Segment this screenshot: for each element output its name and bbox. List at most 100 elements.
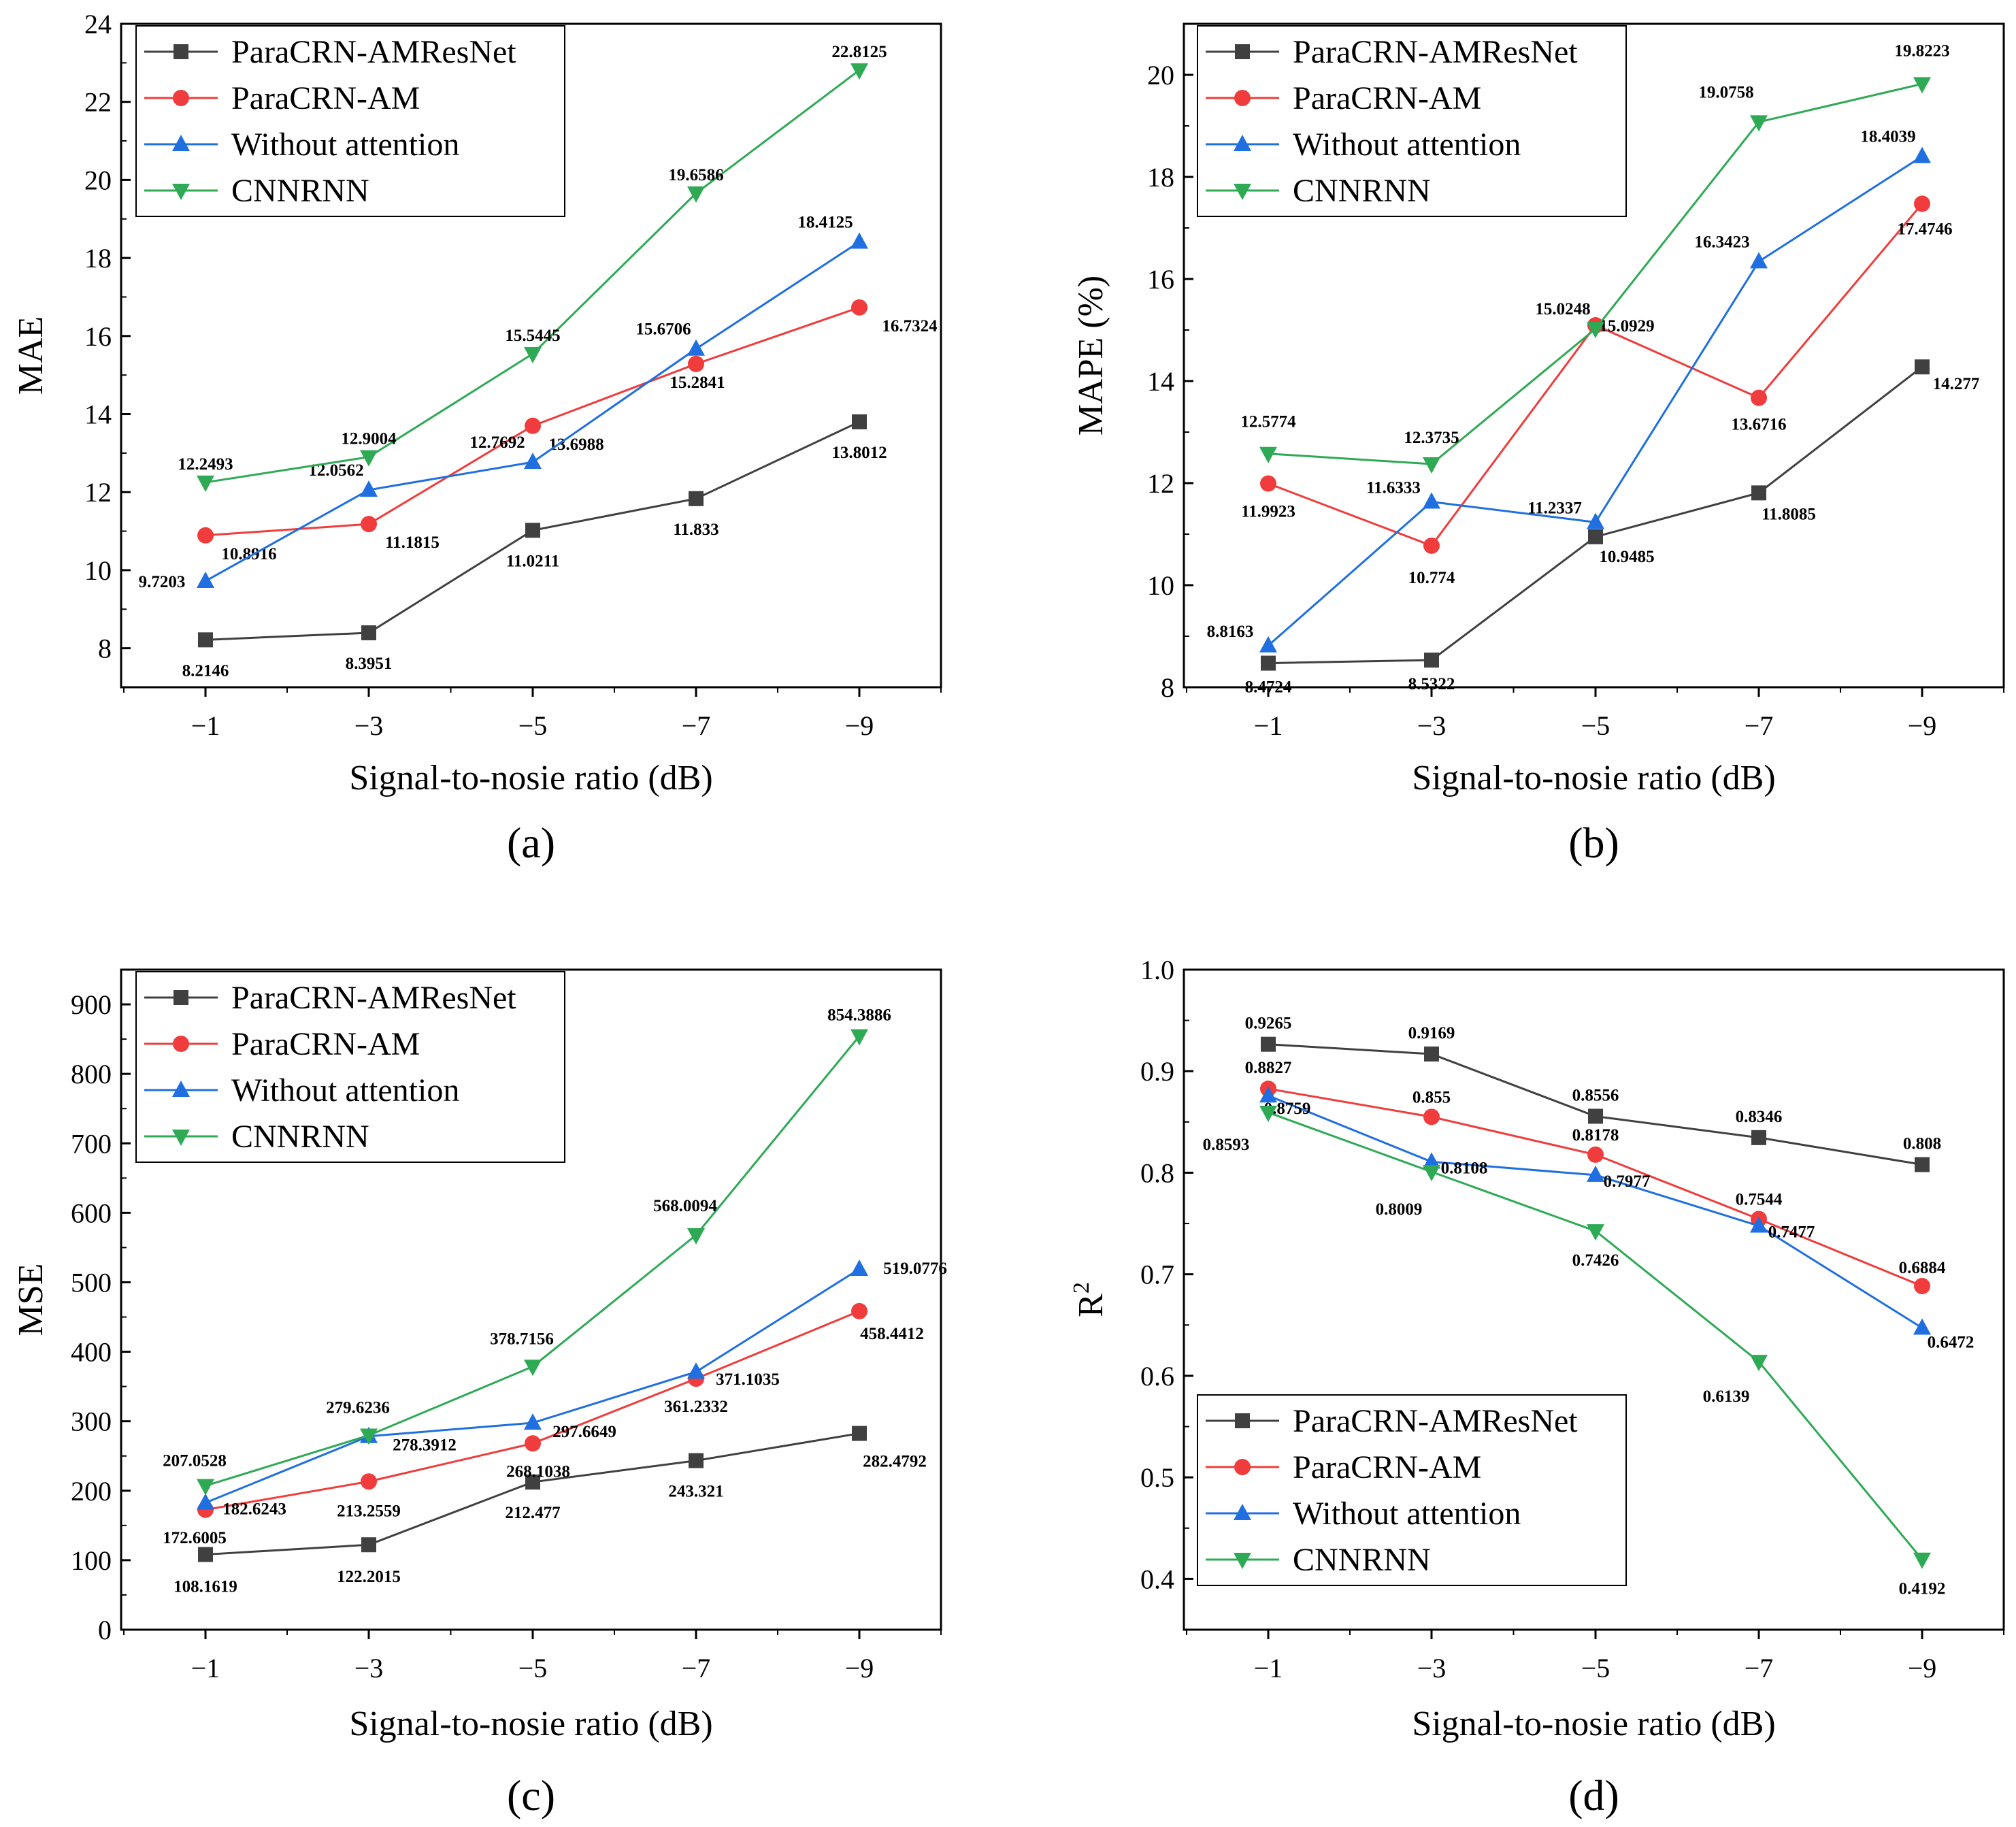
legend-swatch-marker <box>173 44 188 59</box>
legend-item-label: ParaCRN-AMResNet <box>1293 34 1578 70</box>
x-tick-label: −1 <box>1254 1653 1283 1683</box>
y-tick-label: 700 <box>71 1128 112 1159</box>
data-label: 0.7477 <box>1768 1223 1815 1242</box>
legend-item-label: ParaCRN-AM <box>1293 80 1481 116</box>
legend-item-label: ParaCRN-AM <box>231 1026 420 1062</box>
data-point <box>850 1029 868 1046</box>
data-point <box>687 1362 705 1379</box>
y-axis-title: MSE <box>12 1264 50 1336</box>
series-paracrn-amresnet: 8.2146 8.3951 11.0211 11.833 13.8012 <box>182 414 887 680</box>
legend-swatch-marker <box>1234 184 1251 200</box>
legend-item-label: ParaCRN-AM <box>1293 1449 1481 1485</box>
x-tick-label: −1 <box>191 1653 220 1683</box>
data-point <box>1423 457 1440 474</box>
legend-swatch-marker <box>1234 1459 1251 1475</box>
legend-item-label: Without attention <box>231 127 459 163</box>
data-point <box>1750 252 1768 269</box>
data-label: 212.477 <box>505 1504 560 1522</box>
data-label: 8.4724 <box>1245 678 1292 697</box>
data-label: 15.0929 <box>1599 317 1654 335</box>
data-label: 15.2841 <box>670 374 725 392</box>
data-label: 18.4039 <box>1860 128 1915 146</box>
y-tick-label: 12 <box>84 477 112 508</box>
y-tick-label: 0.7 <box>1140 1260 1174 1290</box>
data-point <box>687 1228 705 1245</box>
data-point <box>1913 146 1931 163</box>
data-point <box>525 523 540 538</box>
data-label: 15.6706 <box>635 320 691 339</box>
data-point <box>689 1453 704 1468</box>
y-tick-label: 8 <box>1161 672 1174 703</box>
y-tick-label: 22 <box>84 87 112 118</box>
legend-swatch-marker <box>172 1130 190 1146</box>
data-point <box>1259 636 1277 653</box>
y-tick-label: 8 <box>98 633 112 664</box>
legend-swatch-marker <box>173 1036 189 1052</box>
data-point <box>1423 1165 1440 1182</box>
data-label: 9.7203 <box>139 573 186 591</box>
chart-panel-3: 0 100 200 300 400 500 600 700 800 900 −1 −3 −5 −7 −9 Si… <box>12 968 947 1820</box>
data-point <box>197 527 214 544</box>
data-label: 0.9169 <box>1408 1024 1455 1042</box>
x-tick-label: −7 <box>1745 1653 1774 1683</box>
y-tick-label: 500 <box>71 1267 112 1298</box>
legend-item-label: ParaCRN-AM <box>231 80 420 116</box>
y-tick-label: 400 <box>71 1337 112 1368</box>
plot-frame <box>1183 22 2005 689</box>
panel-label: (a) <box>507 819 555 867</box>
y-tick-label: 900 <box>71 989 112 1020</box>
data-label: 0.8178 <box>1572 1126 1619 1145</box>
data-point <box>360 480 378 497</box>
data-label: 568.0094 <box>653 1197 717 1215</box>
y-tick-label: 0.5 <box>1140 1462 1174 1493</box>
data-label: 12.3735 <box>1404 429 1459 447</box>
data-point <box>851 1302 867 1319</box>
data-label: 0.4192 <box>1899 1580 1946 1598</box>
x-tick-label: −3 <box>1417 710 1447 741</box>
y-tick-label: 10 <box>1147 570 1174 601</box>
data-point <box>1915 1157 1930 1172</box>
data-label: 12.5774 <box>1240 413 1296 431</box>
legend: ParaCRN-AMResNet ParaCRN-AM Without attent… <box>1197 25 1627 217</box>
data-label: 19.8223 <box>1894 42 1949 60</box>
x-tick-label: −7 <box>1745 710 1774 741</box>
panel-label: (b) <box>1568 819 1619 867</box>
x-tick-label: −9 <box>845 1653 874 1683</box>
series-cnnrnn: 12.2493 12.9004 15.5445 19.6586 22.8125 <box>178 43 887 492</box>
y-axis-title: R2 <box>1069 1282 1110 1317</box>
data-point <box>1750 1355 1768 1372</box>
data-label: 11.6333 <box>1366 479 1421 497</box>
legend: ParaCRN-AMResNet ParaCRN-AM Without attent… <box>135 971 565 1163</box>
legend-item-label: ParaCRN-AMResNet <box>1293 1403 1578 1439</box>
data-label: 108.1619 <box>173 1578 237 1596</box>
x-tick-label: −5 <box>518 710 548 741</box>
legend-box <box>135 25 565 217</box>
data-label: 0.8108 <box>1441 1159 1488 1177</box>
data-label: 182.6243 <box>222 1500 286 1519</box>
x-axis-title: Signal-to-nosie ratio (dB) <box>1412 1705 1775 1743</box>
y-axis-title-text: MSE <box>12 1264 50 1336</box>
data-label: 8.2146 <box>182 661 229 680</box>
data-point <box>1915 359 1930 375</box>
data-label: 278.3912 <box>393 1436 457 1455</box>
data-label: 11.0211 <box>506 552 560 570</box>
data-point <box>1259 1086 1277 1103</box>
data-point <box>1587 1165 1604 1182</box>
y-tick-label: 200 <box>71 1476 112 1507</box>
series-without-attention: 182.6243 278.3912 297.6649 371.1035 519.0776 <box>197 1259 947 1519</box>
data-point <box>1913 77 1931 94</box>
data-label: 15.5445 <box>505 327 560 345</box>
panel-label: (c) <box>507 1771 555 1820</box>
data-point <box>1424 653 1439 668</box>
data-point <box>361 625 376 640</box>
data-label: 172.6005 <box>163 1529 227 1547</box>
legend-swatch-marker <box>1234 1553 1251 1569</box>
x-tick-label: −5 <box>1581 710 1610 741</box>
data-point <box>852 414 867 429</box>
x-axis-title: Signal-to-nosie ratio (dB) <box>1412 759 1775 797</box>
data-label: 854.3886 <box>827 1006 891 1025</box>
legend-swatch-marker <box>172 135 190 151</box>
data-point <box>525 1475 540 1490</box>
data-point <box>851 299 867 316</box>
